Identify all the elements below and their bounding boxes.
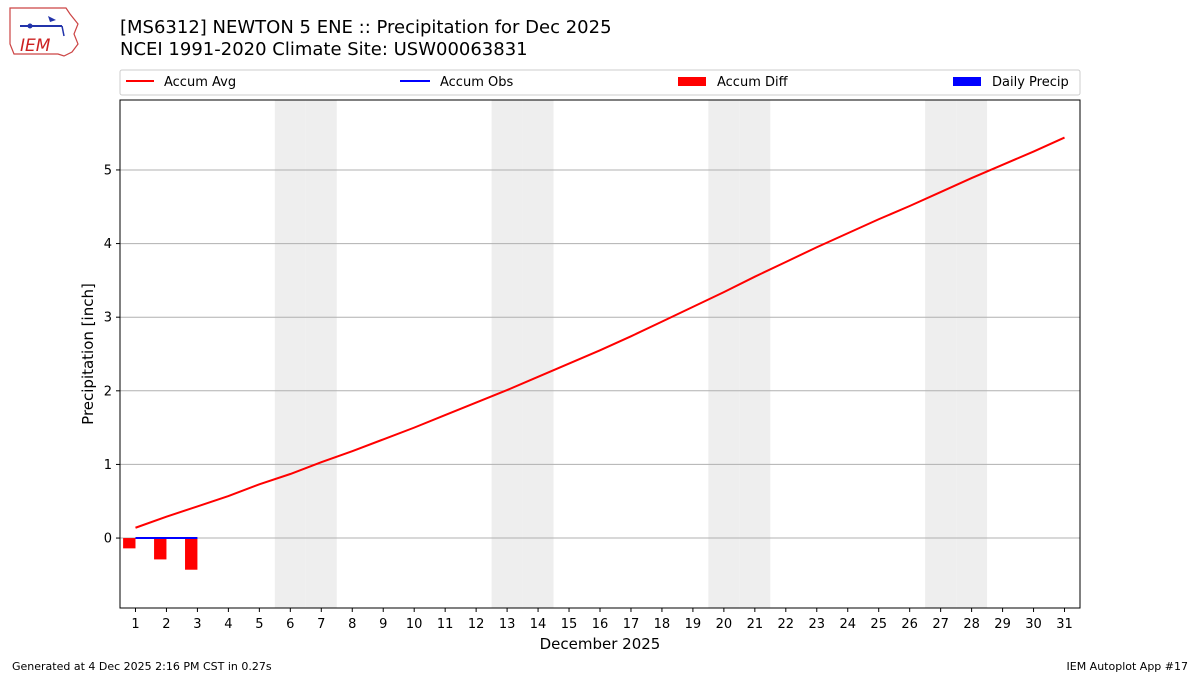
x-tick-label-27: 27 bbox=[932, 617, 949, 632]
iem-logo: IEM bbox=[9, 7, 79, 57]
legend-label-accum-obs: Accum Obs bbox=[440, 75, 513, 90]
legend-item-accum-avg: Accum Avg bbox=[126, 75, 236, 90]
x-tick-label-9: 9 bbox=[379, 617, 387, 632]
chart-title: [MS6312] NEWTON 5 ENE :: Precipitation f… bbox=[120, 17, 612, 38]
series-line-accum-avg bbox=[135, 136, 1065, 529]
x-tick-label-5: 5 bbox=[255, 617, 263, 632]
weekend-band-13 bbox=[491, 100, 523, 608]
x-tick-label-23: 23 bbox=[809, 617, 826, 632]
legend-item-daily-precip: Daily Precip bbox=[953, 75, 1069, 90]
chart-subtitle: NCEI 1991-2020 Climate Site: USW00063831 bbox=[120, 39, 528, 60]
y-tick-label-1: 1 bbox=[104, 458, 112, 473]
x-tick-label-18: 18 bbox=[654, 617, 671, 632]
x-tick-label-22: 22 bbox=[778, 617, 795, 632]
legend-label-daily-precip: Daily Precip bbox=[992, 75, 1069, 90]
x-tick-label-3: 3 bbox=[193, 617, 201, 632]
x-tick-label-17: 17 bbox=[623, 617, 640, 632]
grid-lines bbox=[120, 169, 1080, 539]
x-tick-label-13: 13 bbox=[499, 617, 516, 632]
x-tick-label-8: 8 bbox=[348, 617, 356, 632]
y-axis-label: Precipitation [inch] bbox=[79, 283, 97, 425]
legend-swatch-daily-precip bbox=[953, 77, 981, 86]
x-tick-label-26: 26 bbox=[901, 617, 918, 632]
y-tick-label-3: 3 bbox=[104, 311, 112, 326]
line-series bbox=[135, 136, 1065, 540]
x-tick-label-31: 31 bbox=[1056, 617, 1073, 632]
x-tick-label-1: 1 bbox=[131, 617, 139, 632]
y-tick-label-2: 2 bbox=[104, 384, 112, 399]
legend-item-accum-diff: Accum Diff bbox=[678, 75, 789, 90]
x-axis-label: December 2025 bbox=[540, 635, 661, 653]
bar-accum-diff-2 bbox=[154, 538, 167, 560]
weekend-band-7 bbox=[305, 100, 337, 608]
footer-generated-text: Generated at 4 Dec 2025 2:16 PM CST in 0… bbox=[12, 660, 272, 673]
x-tick-label-15: 15 bbox=[561, 617, 578, 632]
legend-label-accum-diff: Accum Diff bbox=[717, 75, 789, 90]
x-tick-label-7: 7 bbox=[317, 617, 325, 632]
bar-series bbox=[123, 538, 198, 570]
x-tick-label-11: 11 bbox=[437, 617, 454, 632]
x-tick-label-2: 2 bbox=[162, 617, 170, 632]
weekend-shading bbox=[274, 100, 988, 608]
legend-box bbox=[119, 69, 1081, 96]
weekend-band-14 bbox=[522, 100, 554, 608]
x-tick-label-12: 12 bbox=[468, 617, 485, 632]
x-tick-label-20: 20 bbox=[716, 617, 733, 632]
x-axis-ticks: 1 2 3 4 5 6 7 8 9 10 11 12 13 14 15 16 17 18 19 20 21 22 23 24 2… bbox=[131, 608, 1073, 632]
footer-app-text: IEM Autoplot App #17 bbox=[1066, 660, 1189, 673]
bar-accum-diff-1 bbox=[123, 538, 136, 549]
x-tick-label-6: 6 bbox=[286, 617, 294, 632]
legend-label-accum-avg: Accum Avg bbox=[164, 75, 236, 90]
x-tick-label-24: 24 bbox=[839, 617, 856, 632]
x-tick-label-25: 25 bbox=[870, 617, 887, 632]
weekend-band-27 bbox=[925, 100, 957, 608]
x-tick-label-4: 4 bbox=[224, 617, 232, 632]
x-tick-label-30: 30 bbox=[1025, 617, 1042, 632]
legend: Accum Avg Accum Obs Accum Diff Daily Pre… bbox=[119, 69, 1081, 96]
x-tick-label-19: 19 bbox=[685, 617, 702, 632]
y-tick-label-4: 4 bbox=[104, 237, 112, 252]
bar-accum-diff-3 bbox=[185, 538, 198, 570]
legend-swatch-accum-diff bbox=[678, 77, 706, 86]
y-axis-ticks: 0 1 2 3 4 5 bbox=[104, 163, 120, 547]
y-tick-label-0: 0 bbox=[104, 532, 112, 547]
logo-text: IEM bbox=[20, 36, 51, 56]
weekend-band-28 bbox=[956, 100, 988, 608]
weekend-band-21 bbox=[739, 100, 771, 608]
legend-item-accum-obs: Accum Obs bbox=[400, 75, 513, 90]
y-tick-label-5: 5 bbox=[104, 163, 112, 178]
x-tick-label-10: 10 bbox=[406, 617, 423, 632]
weekend-band-20 bbox=[708, 100, 740, 608]
x-tick-label-29: 29 bbox=[994, 617, 1011, 632]
x-tick-label-16: 16 bbox=[592, 617, 609, 632]
x-tick-label-28: 28 bbox=[963, 617, 980, 632]
x-tick-label-21: 21 bbox=[747, 617, 764, 632]
x-tick-label-14: 14 bbox=[530, 617, 547, 632]
weekend-band-6 bbox=[274, 100, 306, 608]
